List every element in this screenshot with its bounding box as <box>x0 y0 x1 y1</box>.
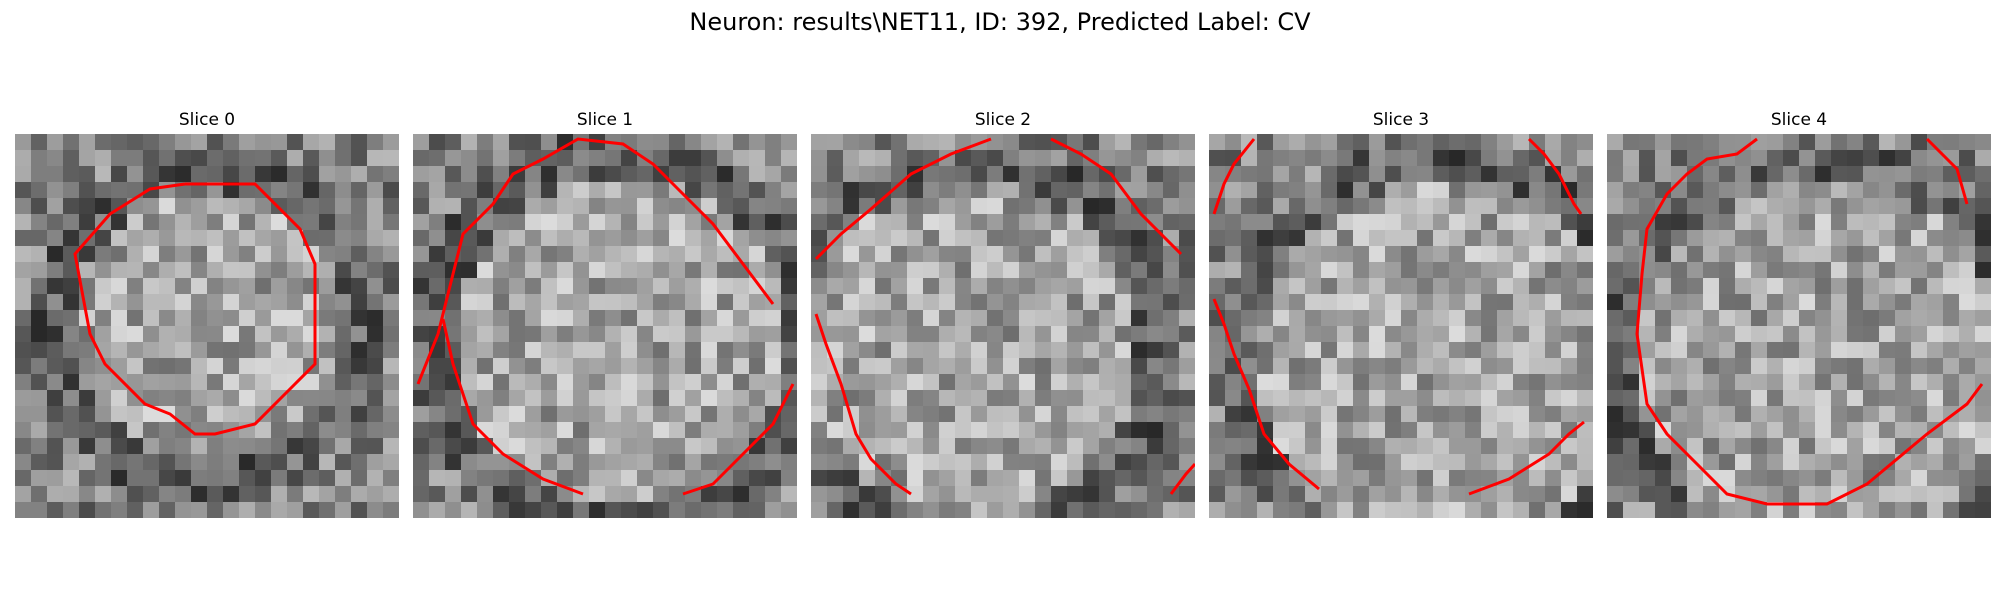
slice-title: Slice 1 <box>576 110 634 130</box>
contour-line <box>1468 420 1585 496</box>
contour-line <box>682 383 795 496</box>
figure-title: Neuron: results\NET11, ID: 392, Predicte… <box>689 8 1311 36</box>
slice-image <box>1607 134 1991 518</box>
contour-line <box>73 182 317 436</box>
slice-image <box>811 134 1195 518</box>
contour-line <box>1925 137 1969 205</box>
slice-title: Slice 4 <box>1770 110 1828 130</box>
slice-image <box>15 134 399 518</box>
slice-image <box>1209 134 1593 518</box>
slice-panel-2: Slice 2 <box>811 108 1195 518</box>
contour-line <box>1527 137 1583 215</box>
slice-title: Slice 3 <box>1372 110 1430 130</box>
contour-line <box>1212 298 1320 491</box>
contour-line <box>1635 137 1984 506</box>
slice-title: Slice 2 <box>974 110 1032 130</box>
contour-line <box>1212 138 1256 215</box>
contour-line <box>1169 462 1195 495</box>
contour-line <box>416 137 775 385</box>
contour-line <box>441 318 584 496</box>
contour-line <box>814 137 992 261</box>
slice-panel-0: Slice 0 <box>15 108 399 518</box>
slice-panel-1: Slice 1 <box>413 108 797 518</box>
slice-image <box>413 134 797 518</box>
slice-panel-4: Slice 4 <box>1607 108 1991 518</box>
contour-line <box>814 313 912 496</box>
slice-title: Slice 0 <box>178 110 236 130</box>
contour-line <box>1050 137 1183 256</box>
slice-panel-3: Slice 3 <box>1209 108 1593 518</box>
